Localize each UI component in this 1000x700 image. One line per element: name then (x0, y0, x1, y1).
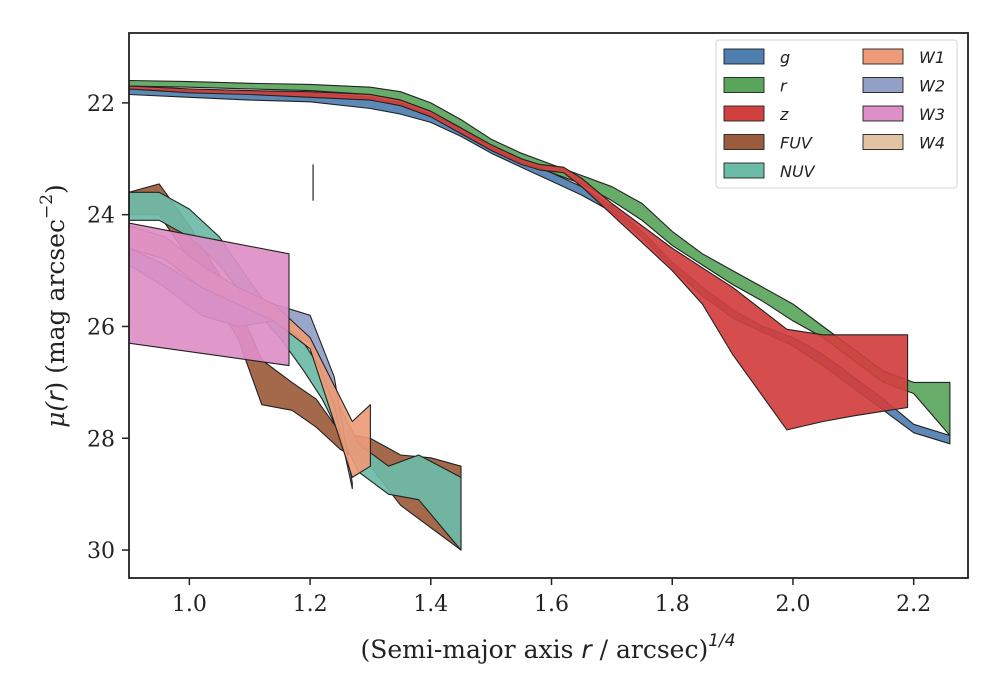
x-tick-label: 1.0 (172, 592, 207, 617)
legend-swatch-w3 (862, 105, 904, 122)
legend-swatch-w2 (862, 77, 904, 93)
x-tick-label: 1.2 (293, 592, 328, 617)
legend-label-w4: W4 (919, 134, 945, 153)
legend-label-g: g (780, 48, 790, 67)
legend-label-w2: W2 (919, 77, 945, 96)
x-axis-ticks: 1.0 1.2 1.4 1.6 1.8 2.0 2.2 (172, 578, 931, 617)
series-band-z (128, 85, 909, 431)
legend-label-w3: W3 (919, 105, 945, 124)
legend: grz FUV NUV W1 W2 W3 W4 (715, 39, 958, 189)
y-tick-label: 30 (87, 539, 115, 564)
x-tick-label: 2.0 (775, 592, 810, 617)
legend-label-r: r (780, 77, 788, 96)
x-tick-label: 1.8 (655, 592, 690, 617)
plot-frame (128, 32, 969, 579)
legend-label-w1: W1 (919, 48, 945, 67)
legend-swatch-r (723, 77, 765, 93)
x-axis-label: (Semi-major axis r / arcsec)1/4 (360, 631, 735, 664)
legend-box (715, 39, 958, 189)
y-axis-label: μ(r) (mag arcsec−2) (37, 184, 70, 428)
y-tick-label: 22 (87, 92, 115, 117)
legend-label-fuv: FUV (780, 134, 813, 153)
y-tick-label: 26 (87, 315, 115, 340)
x-tick-label: 1.4 (413, 592, 448, 617)
y-tick-label: 28 (87, 427, 115, 452)
legend-swatch-z (723, 105, 765, 122)
legend-swatch-fuv (723, 134, 765, 150)
legend-swatch-g (723, 48, 765, 65)
series-bands (128, 79, 951, 551)
y-tick-label: 24 (87, 204, 115, 229)
x-tick-label: 1.6 (534, 592, 569, 617)
legend-label-nuv: NUV (780, 162, 816, 181)
legend-swatch-nuv (723, 162, 765, 179)
legend-swatch-w1 (862, 48, 904, 65)
y-axis-ticks: 22 24 26 28 30 (87, 92, 129, 564)
x-tick-label: 2.2 (896, 592, 931, 617)
legend-swatch-w4 (862, 134, 904, 150)
legend-label-z: z (779, 105, 789, 124)
